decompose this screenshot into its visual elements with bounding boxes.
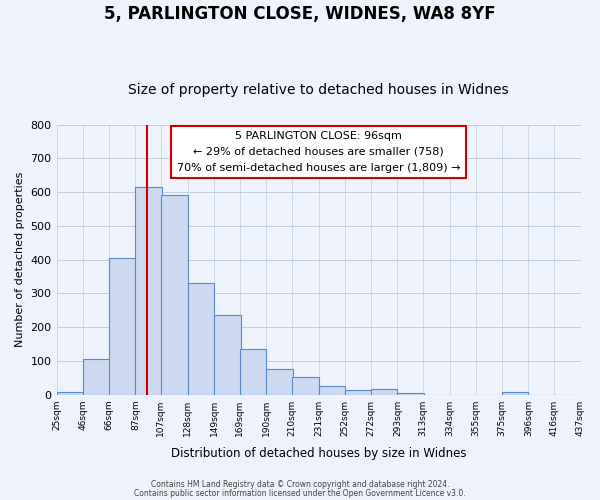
Bar [266, 368, 293, 394]
Bar [136, 187, 162, 394]
Bar [56, 392, 83, 394]
Text: Contains public sector information licensed under the Open Government Licence v3: Contains public sector information licen… [134, 488, 466, 498]
Y-axis label: Number of detached properties: Number of detached properties [15, 172, 25, 348]
Bar [161, 196, 188, 394]
Bar [292, 378, 319, 394]
Bar [502, 392, 529, 394]
Bar [188, 282, 214, 395]
Title: Size of property relative to detached houses in Widnes: Size of property relative to detached ho… [128, 83, 509, 97]
Bar [397, 393, 424, 394]
Bar [371, 389, 397, 394]
Text: 5 PARLINGTON CLOSE: 96sqm
← 29% of detached houses are smaller (758)
70% of semi: 5 PARLINGTON CLOSE: 96sqm ← 29% of detac… [177, 132, 460, 172]
Bar [214, 314, 241, 394]
Text: Contains HM Land Registry data © Crown copyright and database right 2024.: Contains HM Land Registry data © Crown c… [151, 480, 449, 489]
Bar [83, 358, 110, 394]
Bar [109, 258, 136, 394]
Text: 5, PARLINGTON CLOSE, WIDNES, WA8 8YF: 5, PARLINGTON CLOSE, WIDNES, WA8 8YF [104, 5, 496, 23]
Bar [319, 386, 345, 394]
X-axis label: Distribution of detached houses by size in Widnes: Distribution of detached houses by size … [171, 447, 466, 460]
Bar [345, 390, 372, 394]
Bar [239, 349, 266, 395]
